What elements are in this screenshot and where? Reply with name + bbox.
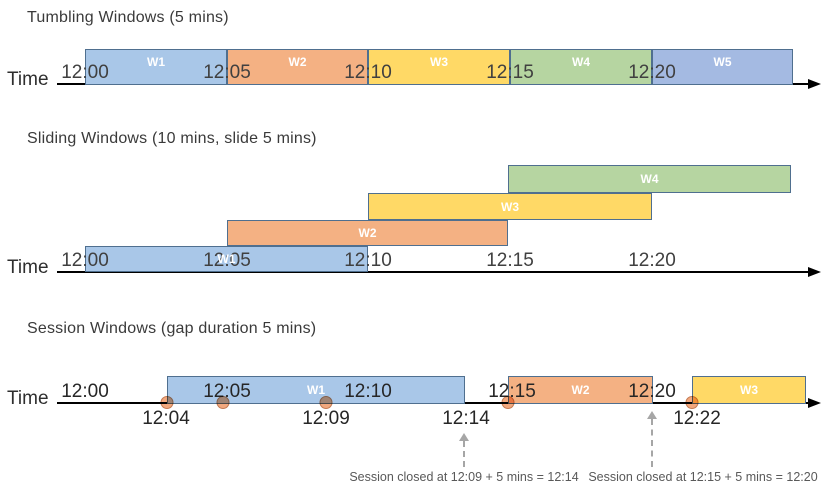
tick-label-session-1210: 12:10: [344, 381, 392, 402]
window-tumbling-w5: [652, 49, 793, 85]
window-label-tumbling-w4: W4: [572, 55, 590, 69]
tumbling-axis-arrow-icon: [808, 78, 821, 89]
tick-label-sliding-1200: 12:00: [61, 250, 109, 271]
window-tumbling-w2: [227, 49, 368, 85]
event-time-label-1222: 12:22: [673, 408, 721, 429]
tick-label-session-1215: 12:15: [488, 381, 536, 402]
event-dot-4: [501, 396, 515, 409]
session-axis-arrow-icon: [808, 397, 821, 408]
dashed-up-arrow-line-2: [651, 419, 653, 467]
tick-label-tumbling-1200: 12:00: [61, 62, 109, 83]
window-label-sliding-w1: W1: [217, 252, 236, 266]
window-sliding-w3: [368, 193, 652, 220]
tick-label-sliding-1205: 12:05: [203, 250, 251, 271]
window-session-w3: [692, 376, 806, 404]
sliding-time-axis: [57, 271, 810, 273]
window-label-sliding-w3: W3: [501, 199, 519, 214]
window-label-tumbling-w3: W3: [430, 55, 448, 69]
window-session-w2: [508, 376, 653, 404]
sliding-axis-arrow-icon: [808, 266, 821, 277]
tick-label-tumbling-1210: 12:10: [344, 62, 392, 83]
tumbling-title: Tumbling Windows (5 mins): [27, 9, 229, 26]
window-sliding-w2: [227, 220, 508, 246]
sliding-title: Sliding Windows (10 mins, slide 5 mins): [27, 130, 317, 147]
event-time-label-1209: 12:09: [302, 408, 350, 429]
tick-label-tumbling-1220: 12:20: [628, 62, 676, 83]
tick-label-session-1205: 12:05: [203, 381, 251, 402]
event-time-label-1204: 12:04: [142, 408, 190, 429]
window-tumbling-w3: [368, 49, 510, 85]
window-label-session-w1: W1: [307, 383, 325, 397]
session-closed-annotation-2: Session closed at 12:15 + 5 mins = 12:20: [588, 470, 818, 484]
tumbling-time-axis-label: Time: [7, 69, 49, 90]
event-time-label-1214: 12:14: [442, 408, 490, 429]
session-title: Session Windows (gap duration 5 mins): [27, 320, 317, 337]
window-tumbling-w4: [510, 49, 652, 85]
session-time-axis-label: Time: [7, 388, 49, 409]
tick-label-tumbling-1215: 12:15: [486, 62, 534, 83]
event-dot-5: [685, 396, 699, 409]
event-dot-2: [216, 396, 230, 409]
window-label-sliding-w4: W4: [640, 172, 659, 186]
window-sliding-w4: [508, 165, 791, 193]
tick-label-sliding-1220: 12:20: [628, 250, 676, 271]
session-closed-annotation-1: Session closed at 12:09 + 5 mins = 12:14: [349, 470, 579, 484]
window-label-tumbling-w2: W2: [288, 55, 307, 69]
window-label-session-w3: W3: [740, 383, 758, 397]
window-sliding-w1: [85, 246, 368, 272]
tick-label-session-1200: 12:00: [61, 381, 109, 402]
window-tumbling-w1: [85, 49, 227, 85]
window-label-session-w2: W2: [571, 383, 590, 397]
window-label-tumbling-w5: W5: [713, 55, 732, 69]
window-label-tumbling-w1: W1: [147, 55, 165, 69]
dashed-up-arrow-head-icon-1: [459, 433, 469, 441]
window-label-sliding-w2: W2: [358, 226, 377, 240]
sliding-time-axis-label: Time: [7, 257, 49, 278]
tick-label-session-1220: 12:20: [628, 381, 676, 402]
event-dot-1: [160, 396, 174, 409]
dashed-up-arrow-head-icon-2: [647, 411, 657, 419]
tick-label-sliding-1215: 12:15: [486, 250, 534, 271]
event-dot-3: [319, 396, 333, 409]
tick-label-tumbling-1205: 12:05: [203, 62, 251, 83]
tick-label-sliding-1210: 12:10: [344, 250, 392, 271]
dashed-up-arrow-line-1: [463, 441, 465, 467]
